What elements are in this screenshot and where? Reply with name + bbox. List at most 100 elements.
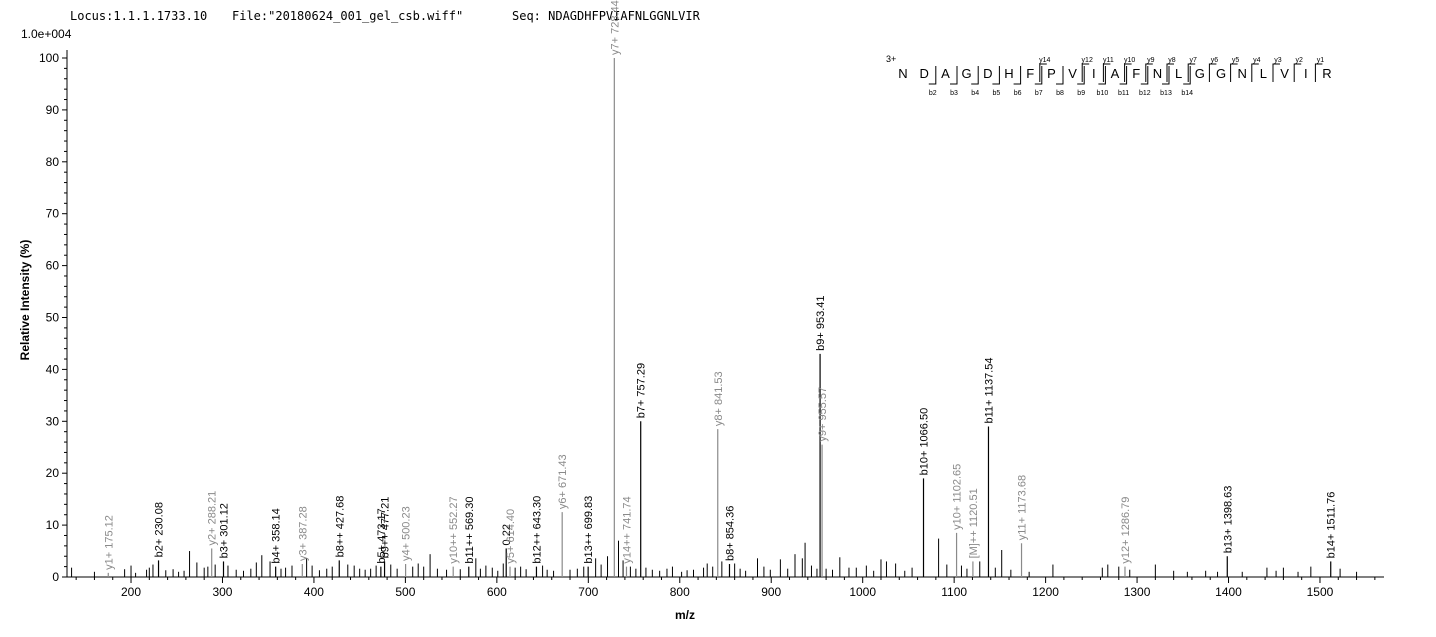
b-ion-label: b8: [1056, 90, 1064, 97]
sequence-residue: V: [1280, 66, 1289, 81]
b-ion-label: b5: [993, 90, 1001, 97]
peak-label: y9+ 955.57: [817, 387, 829, 442]
b-ion-label: b4: [971, 90, 979, 97]
peak-label: b8+ 854.36: [724, 506, 736, 561]
x-tick-label: 1100: [941, 585, 967, 599]
y-tick-label: 90: [46, 103, 60, 117]
x-tick-label: 1000: [849, 585, 876, 599]
b-ion-marker: [1034, 66, 1043, 85]
y-ion-marker: [1166, 63, 1174, 82]
peak-label: b7+ 757.29: [636, 363, 648, 418]
x-tick-label: 500: [395, 585, 415, 599]
x-tick-label: 1200: [1032, 585, 1059, 599]
x-tick-label: 1500: [1307, 585, 1334, 599]
sequence-residue: A: [941, 66, 950, 81]
sequence-residue: H: [1004, 66, 1013, 81]
peak-label: b12++ 643.30: [531, 496, 543, 564]
y-ion-label: y2: [1295, 57, 1303, 64]
peak-label: b13++ 699.83: [583, 496, 595, 564]
y-tick-label: 0: [52, 570, 59, 584]
y-ion-label: y1: [1317, 57, 1325, 64]
sequence-residue: D: [920, 66, 929, 81]
peak-label: b5+ 473.17: [376, 508, 388, 563]
y-tick-label: 100: [39, 51, 59, 65]
peak-label: y8+ 841.53: [713, 371, 725, 426]
b-ion-marker: [1013, 66, 1022, 85]
y-tick-label: 30: [46, 414, 60, 428]
y-ion-marker: [1208, 63, 1217, 82]
sequence-residue: N: [1153, 66, 1162, 81]
y-ion-label: y4: [1253, 57, 1261, 64]
peak-label: y10+ 1102.65: [952, 464, 964, 530]
x-tick-label: 600: [487, 585, 507, 599]
x-tick-label: 200: [121, 585, 141, 599]
peak-label: b2+ 230.08: [154, 502, 166, 557]
sequence-coverage-map: 3+N D A G D H F P V I A F N L G G N L V I Rb2 b3 b4 b5 b6 b7 b8 b9 b…: [886, 54, 1332, 97]
peak-label: b11++ 569.30: [464, 497, 476, 564]
b-ion-marker: [928, 66, 937, 85]
y-ion-label: y10: [1124, 57, 1135, 64]
b-ion-label: b13: [1160, 90, 1172, 97]
y-ion-marker: [1102, 63, 1111, 82]
b-ion-label: b2: [929, 90, 937, 97]
b-ion-label: b6: [1014, 90, 1022, 97]
header-locus: Locus:1.1.1.1733.10: [70, 9, 207, 23]
peak-label: y4+ 500.23: [401, 506, 413, 561]
y-ion-marker: [1251, 63, 1259, 82]
y-ion-label: y9: [1147, 57, 1155, 64]
b-ion-marker: [1140, 66, 1149, 85]
peak-label: [M]++ 1120.51: [968, 488, 980, 558]
annotated-peaks: [107, 58, 1332, 577]
y-axis-label: Relative Intensity (%): [18, 240, 32, 361]
sequence-residue: L: [1260, 66, 1267, 81]
b-ion-label: b12: [1139, 90, 1151, 97]
x-tick-label: 900: [761, 585, 781, 599]
peak-label: y7+ 728.44: [609, 0, 621, 55]
peak-label: y11+ 1173.68: [1017, 475, 1029, 540]
sequence-residue: F: [1026, 66, 1034, 81]
peak-label: b9+ 953.41: [815, 295, 827, 350]
y-tick-label: 70: [46, 207, 60, 221]
x-axis-label: m/z: [675, 608, 695, 622]
sequence-residue: N: [1238, 66, 1247, 81]
header-file: File:"20180624_001_gel_csb.wiff": [232, 9, 463, 23]
y-ion-label: y12: [1082, 57, 1093, 64]
header-seq: Seq: NDAGDHFPVIAFNLGGNLVIR: [512, 9, 701, 23]
b-ion-marker: [1098, 66, 1106, 85]
sequence-residue: N: [898, 66, 907, 81]
y-tick-label: 60: [46, 259, 60, 273]
x-tick-label: 400: [304, 585, 324, 599]
b-ion-label: b14: [1181, 90, 1193, 97]
sequence-residue: F: [1132, 66, 1140, 81]
b-ion-marker: [1162, 66, 1170, 85]
peak-label: b10+ 1066.50: [919, 408, 931, 476]
sequence-residue: R: [1322, 66, 1331, 81]
x-tick-label: 700: [578, 585, 598, 599]
peak-label: b4+ 358.14: [271, 508, 283, 563]
peak-label: b11+ 1137.54: [983, 358, 995, 424]
sequence-residue: G: [1216, 66, 1226, 81]
sequence-residue: I: [1092, 66, 1096, 81]
y-ion-marker: [1293, 63, 1302, 82]
sequence-residue: P: [1047, 66, 1056, 81]
y-tick-label: 20: [46, 466, 60, 480]
sequence-residue: G: [1195, 66, 1205, 81]
peak-label: y5+ 614.40: [505, 509, 517, 564]
y-tick-label: 50: [46, 311, 60, 325]
b-ion-label: b10: [1097, 90, 1109, 97]
y-tick-label: 10: [46, 518, 60, 532]
y-ion-marker: [1124, 63, 1132, 82]
peak-label: y12+ 1286.79: [1120, 497, 1132, 564]
peak-label: y3+ 387.28: [297, 506, 309, 561]
x-tick-label: 300: [212, 585, 232, 599]
peak-label: b8++ 427.68: [334, 496, 346, 558]
sequence-residue: D: [983, 66, 992, 81]
b-ion-marker: [1183, 66, 1191, 85]
charge-state: 3+: [886, 54, 896, 64]
peak-label: y6+ 671.43: [557, 454, 569, 509]
b-ion-marker: [950, 66, 958, 85]
y-ion-label: y7: [1189, 57, 1197, 64]
b-ion-label: b9: [1077, 90, 1085, 97]
x-tick-label: 1400: [1215, 585, 1242, 599]
